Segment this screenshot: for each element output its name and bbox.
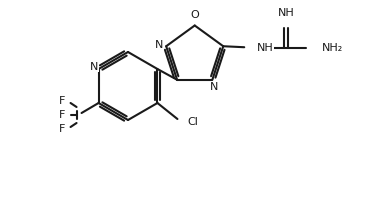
Text: F: F [59, 96, 66, 106]
Text: N: N [210, 82, 219, 92]
Text: NH₂: NH₂ [322, 43, 343, 53]
Text: F: F [59, 110, 66, 120]
Text: F: F [59, 124, 66, 134]
Text: N: N [90, 62, 99, 72]
Text: N: N [155, 40, 164, 50]
Text: NH: NH [278, 8, 295, 18]
Text: Cl: Cl [188, 117, 198, 127]
Text: NH: NH [257, 43, 274, 53]
Text: O: O [190, 10, 199, 19]
